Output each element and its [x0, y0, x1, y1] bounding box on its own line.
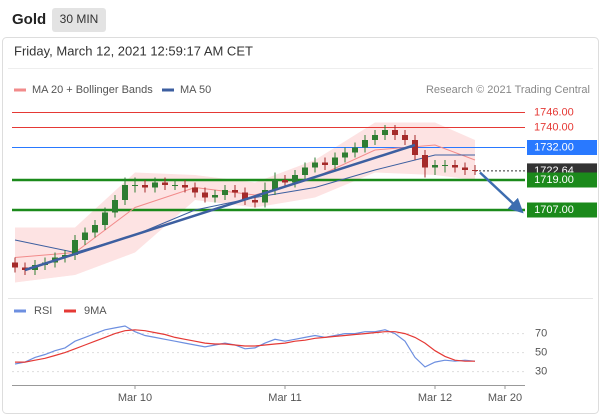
- candle-body: [432, 165, 438, 168]
- interval-label[interactable]: 30 MIN: [60, 12, 99, 26]
- candle-body: [122, 185, 128, 200]
- legend-label: RSI: [34, 305, 52, 317]
- y-tick-label: 50: [535, 347, 547, 359]
- candle-body: [162, 182, 168, 185]
- level-label-box: [527, 172, 597, 188]
- candle-body: [232, 190, 238, 193]
- candle-body: [102, 212, 108, 225]
- y-tick-label: 30: [535, 366, 547, 378]
- y-tick-label: 70: [535, 327, 547, 339]
- legend-label: 9MA: [84, 305, 107, 317]
- candle-body: [292, 175, 298, 183]
- candle-body: [342, 152, 348, 158]
- rsi-line: [14, 325, 476, 368]
- level-label: 1732.00: [534, 141, 574, 153]
- level-label: 1707.00: [534, 204, 574, 216]
- candle-body: [352, 147, 358, 153]
- forecast-arrow: [479, 171, 524, 214]
- candle-body: [362, 140, 368, 148]
- legend-label: MA 50: [180, 84, 211, 96]
- candle-body: [212, 195, 218, 198]
- candle-body: [92, 225, 98, 233]
- candle-body: [392, 130, 398, 135]
- candle-body: [302, 167, 308, 175]
- candle-body: [422, 155, 428, 168]
- candle-body: [252, 200, 258, 203]
- candle-body: [412, 140, 418, 155]
- candle-body: [452, 165, 458, 168]
- candle-body: [442, 165, 448, 166]
- level-label: 1740.00: [534, 121, 574, 133]
- candle-body: [312, 162, 318, 168]
- candle-body: [152, 182, 158, 188]
- candle-body: [82, 232, 88, 240]
- credit: Research © 2021 Trading Central: [426, 84, 590, 96]
- candle-body: [192, 187, 198, 193]
- legend-label: MA 20 + Bollinger Bands: [32, 84, 153, 96]
- candle-body: [462, 167, 468, 170]
- candle-body: [72, 240, 78, 255]
- candle-body: [222, 190, 228, 195]
- candle-body: [142, 185, 148, 188]
- timestamp: Friday, March 12, 2021 12:59:17 AM CET: [14, 43, 253, 58]
- x-tick-label: Mar 12: [418, 392, 452, 404]
- level-label-box: [527, 202, 597, 218]
- candle-body: [12, 262, 18, 268]
- candle-body: [272, 180, 278, 190]
- candle-body: [132, 185, 138, 186]
- candle-body: [402, 135, 408, 140]
- x-tick-label: Mar 10: [118, 392, 152, 404]
- candle-body: [242, 192, 248, 200]
- candle-body: [112, 200, 118, 213]
- interval-tag[interactable]: [52, 8, 106, 32]
- rsi-line: [15, 329, 475, 363]
- level-label: 1746.00: [534, 106, 574, 118]
- candle-body: [182, 185, 188, 188]
- x-tick-label: Mar 20: [488, 392, 522, 404]
- candle-body: [332, 157, 338, 165]
- candle-body: [202, 192, 208, 198]
- candle-body: [472, 170, 478, 171]
- candle-body: [172, 185, 178, 186]
- candle-body: [262, 190, 268, 203]
- x-tick-label: Mar 11: [268, 392, 301, 404]
- level-label-box: [527, 140, 597, 155]
- level-label: 1719.00: [534, 174, 574, 186]
- candle-body: [322, 162, 328, 165]
- candle-body: [372, 135, 378, 140]
- candle-body: [282, 180, 288, 183]
- instrument-title: Gold: [12, 11, 46, 28]
- candle-body: [382, 130, 388, 135]
- trendline: [24, 143, 416, 272]
